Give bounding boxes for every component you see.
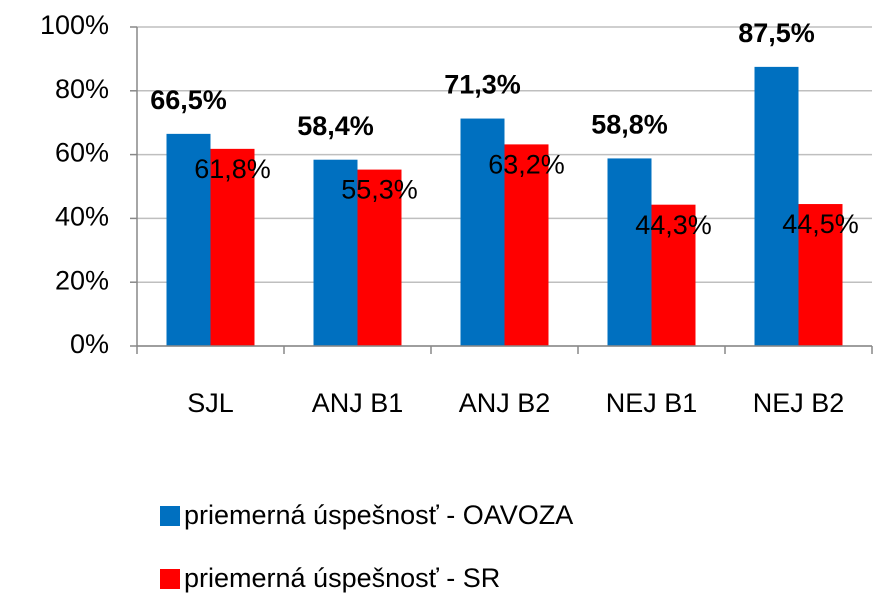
legend-label: priemerná úspešnosť - OAVOZA: [184, 500, 573, 530]
value-label: 58,8%: [591, 110, 668, 140]
bar: [166, 133, 211, 346]
x-tick-label: ANJ B1: [312, 388, 404, 418]
y-tick-label: 80%: [55, 74, 109, 104]
value-label: 87,5%: [738, 18, 815, 48]
y-tick-label: 0%: [70, 329, 109, 359]
value-label: 55,3%: [341, 175, 418, 205]
value-label: 44,5%: [782, 209, 859, 239]
value-label: 71,3%: [444, 70, 521, 100]
bar: [754, 66, 799, 346]
value-label: 61,8%: [194, 154, 271, 184]
bar: [607, 158, 652, 346]
y-tick-label: 40%: [55, 202, 109, 232]
x-tick-label: NEJ B2: [753, 388, 845, 418]
legend-swatch: [160, 569, 180, 589]
bar: [313, 159, 358, 346]
bar: [460, 118, 505, 346]
y-tick-label: 60%: [55, 138, 109, 168]
y-tick-label: 20%: [55, 265, 109, 295]
x-tick-label: ANJ B2: [459, 388, 551, 418]
value-label: 66,5%: [150, 85, 227, 115]
bar: [210, 148, 255, 346]
x-tick-label: NEJ B1: [606, 388, 698, 418]
x-tick-label: SJL: [187, 388, 234, 418]
legend-swatch: [160, 506, 180, 526]
value-label: 44,3%: [635, 210, 712, 240]
bar: [798, 204, 843, 346]
bar: [357, 169, 402, 346]
bar: [504, 144, 549, 346]
value-label: 58,4%: [297, 111, 374, 141]
legend-label: priemerná úspešnosť - SR: [184, 563, 500, 593]
bar: [651, 204, 696, 346]
y-tick-label: 100%: [40, 10, 109, 40]
value-label: 63,2%: [488, 150, 565, 180]
